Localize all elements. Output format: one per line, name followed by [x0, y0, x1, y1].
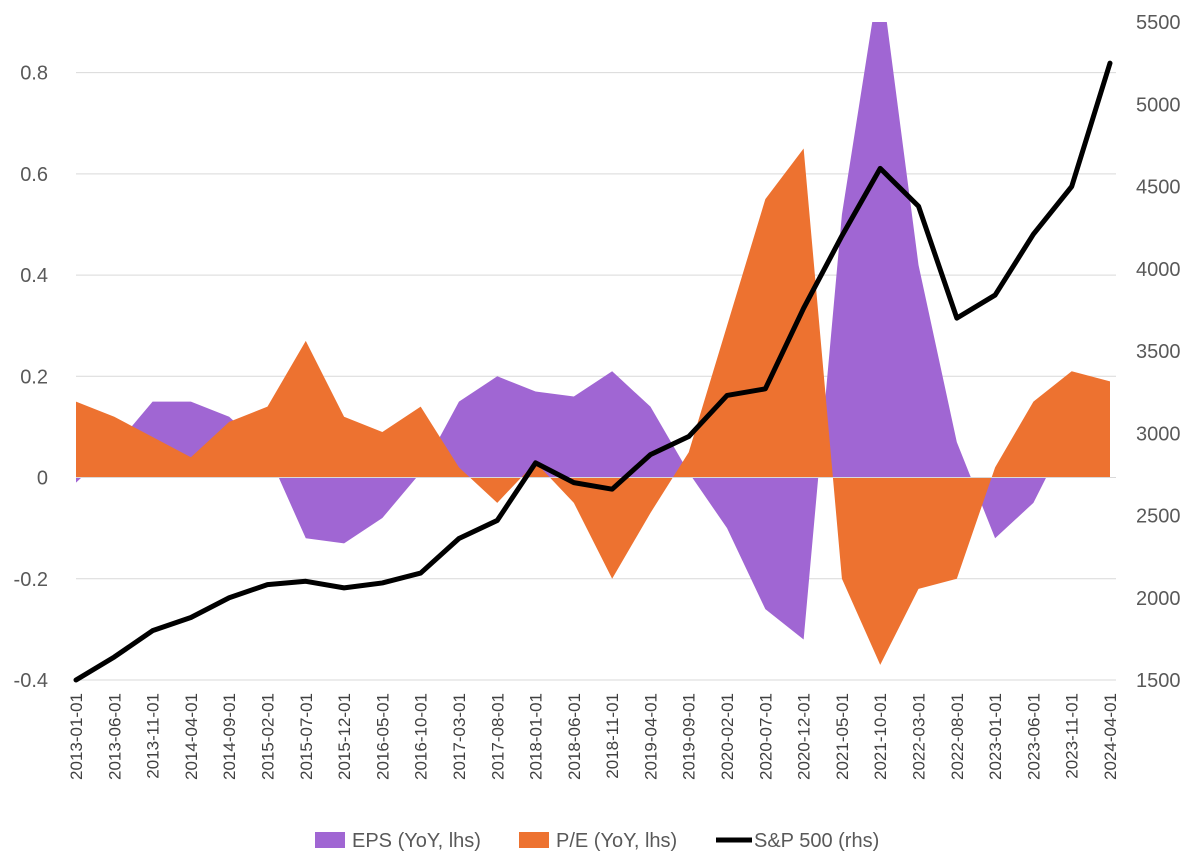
x-tick-label: 2017-08-01 [488, 693, 507, 780]
gridlines [76, 72, 1116, 681]
y-left-tick-label: -0.2 [14, 569, 48, 591]
y-right-tick-label: 4500 [1136, 177, 1181, 199]
y-left-tick-label: -0.4 [14, 670, 48, 692]
x-tick-label: 2019-09-01 [680, 693, 699, 780]
x-tick-label: 2015-07-01 [297, 693, 316, 780]
x-tick-label: 2018-06-01 [565, 693, 584, 780]
x-tick-label: 2022-03-01 [910, 693, 929, 780]
y-right-tick-label: 5500 [1136, 12, 1181, 34]
x-tick-label: 2017-03-01 [450, 693, 469, 780]
x-tick-label: 2013-01-01 [67, 693, 86, 780]
x-tick-label: 2016-05-01 [373, 693, 392, 780]
legend-swatch [519, 832, 549, 848]
x-tick-label: 2018-01-01 [527, 693, 546, 780]
x-tick-label: 2014-09-01 [220, 693, 239, 780]
series-line-2 [73, 60, 1113, 683]
y-right-tick-label: 4000 [1136, 259, 1181, 281]
y-axis-left: -0.4 -0.2 0 0.2 0.4 0.6 0.8 [14, 63, 48, 692]
x-tick-label: 2015-02-01 [258, 693, 277, 780]
series-area-1 [76, 148, 1110, 665]
x-tick-label: 2016-10-01 [412, 693, 431, 780]
x-tick-label: 2020-12-01 [795, 693, 814, 780]
y-right-tick-label: 1500 [1136, 670, 1181, 692]
x-tick-label: 2019-04-01 [641, 693, 660, 780]
y-right-tick-label: 3500 [1136, 341, 1181, 363]
y-left-tick-label: 0.6 [20, 164, 48, 186]
legend-swatch [315, 832, 345, 848]
y-right-tick-label: 3000 [1136, 423, 1181, 445]
x-tick-label: 2022-08-01 [948, 693, 967, 780]
legend-label: P/E (YoY, lhs) [556, 830, 677, 852]
y-right-tick-label: 2500 [1136, 506, 1181, 528]
x-tick-label: 2024-04-01 [1101, 693, 1120, 780]
x-tick-label: 2018-11-01 [603, 693, 622, 779]
y-left-tick-label: 0 [37, 468, 48, 490]
x-tick-label: 2014-04-01 [182, 693, 201, 780]
y-axis-right: 1500 2000 2500 3000 3500 4000 4500 5000 5500 [1136, 12, 1181, 692]
x-axis: 2013-01-01 2013-06-01 2013-11-01 2014-04-01… [67, 693, 1120, 780]
x-tick-label: 2023-11-01 [1063, 693, 1082, 779]
x-tick-label: 2021-05-01 [833, 693, 852, 780]
x-tick-label: 2021-10-01 [871, 693, 890, 780]
legend-label: EPS (YoY, lhs) [352, 830, 481, 852]
legend: EPS (YoY, lhs) P/E (YoY, lhs) S&P 500 (rhs… [315, 830, 879, 852]
x-tick-label: 2013-06-01 [105, 693, 124, 780]
x-tick-label: 2023-01-01 [986, 693, 1005, 780]
area-series [76, 22, 1111, 665]
y-left-tick-label: 0.8 [20, 63, 48, 85]
series-area-0 [76, 22, 1110, 640]
y-left-tick-label: 0.2 [20, 366, 48, 388]
legend-label: S&P 500 (rhs) [754, 830, 879, 852]
x-tick-label: 2020-02-01 [718, 693, 737, 780]
y-left-tick-label: 0.4 [20, 265, 48, 287]
x-tick-label: 2023-06-01 [1024, 693, 1043, 780]
y-right-tick-label: 5000 [1136, 94, 1181, 116]
x-tick-label: 2020-07-01 [756, 693, 775, 780]
y-right-tick-label: 2000 [1136, 588, 1181, 610]
x-tick-label: 2015-12-01 [335, 693, 354, 780]
line-series [73, 60, 1113, 683]
x-tick-label: 2013-11-01 [144, 693, 163, 779]
